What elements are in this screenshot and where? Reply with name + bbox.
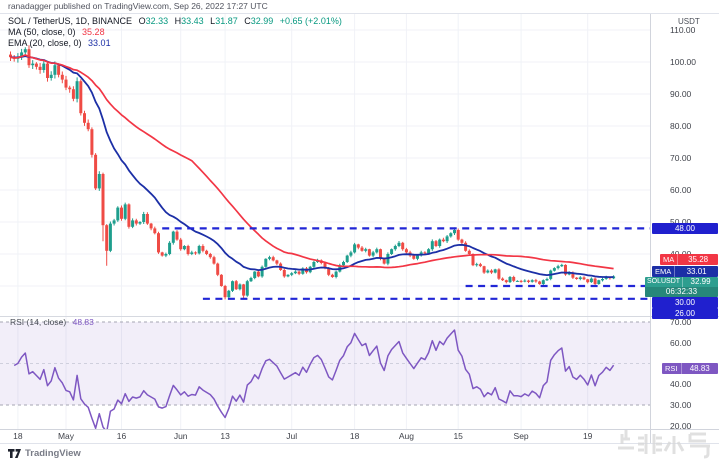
close-key: C bbox=[244, 16, 251, 26]
last-price-badge: SOLUSDT 32.99 06:32:33 bbox=[645, 277, 718, 297]
time-axis-label: 13 bbox=[220, 431, 230, 441]
low-value: 31.87 bbox=[215, 16, 238, 26]
level-26-badge: 26.00 bbox=[652, 308, 718, 319]
ma-value: 35.28 bbox=[82, 27, 105, 37]
time-axis-label: Jul bbox=[286, 431, 298, 441]
tradingview-logo-icon bbox=[8, 449, 21, 458]
ema-axis-badge: EMA 33.01 bbox=[652, 265, 718, 277]
low-key: L bbox=[210, 16, 216, 26]
rsi-axis-badge: RSI 48.83 bbox=[662, 363, 718, 374]
high-value: 33.43 bbox=[181, 16, 204, 26]
ma-axis-badge: MA 35.28 bbox=[660, 254, 718, 265]
pane-divider[interactable] bbox=[0, 316, 719, 317]
open-value: 32.33 bbox=[145, 16, 169, 26]
time-axis-label: 19 bbox=[582, 431, 593, 441]
high-key: H bbox=[174, 16, 182, 26]
rsi-axis-label: 20.00 bbox=[670, 420, 692, 431]
ema-badge-value: 33.01 bbox=[686, 266, 707, 276]
rsi-axis-label: 60.00 bbox=[670, 337, 692, 348]
time-axis-label: 18 bbox=[349, 431, 360, 441]
time-axis-label: 15 bbox=[453, 431, 463, 441]
price-badge-value: 32.99 bbox=[690, 277, 711, 286]
time-axis-label: Sep bbox=[513, 431, 529, 441]
close-value: 32.99 bbox=[250, 16, 274, 26]
chart-legend: SOL / TetherUS, 1D, BINANCE O32.33 H33.4… bbox=[8, 16, 342, 49]
ema-value: 33.01 bbox=[88, 38, 111, 48]
ma-badge-value: 35.28 bbox=[688, 255, 709, 264]
open-key: O bbox=[138, 16, 146, 26]
time-axis-label: May bbox=[57, 431, 75, 441]
level-48-badge: 48.00 bbox=[652, 223, 718, 234]
ma-label: MA (50, close, 0) bbox=[8, 27, 76, 37]
price-axis-label: 50.00 bbox=[670, 217, 692, 227]
rsi-axis-label: 70.00 bbox=[670, 317, 692, 327]
ma-legend-row[interactable]: MA (50, close, 0) 35.28 bbox=[8, 27, 342, 38]
rsi-legend-row[interactable]: RSI (14, close) 48.83 bbox=[10, 317, 94, 327]
rsi-axis-label: 40.00 bbox=[670, 379, 692, 390]
change-value: +0.65 (+2.01%) bbox=[279, 16, 342, 26]
price-axis-label: 60.00 bbox=[670, 185, 692, 195]
time-axis-label: 18 bbox=[13, 431, 23, 441]
feixiaohao-watermark bbox=[618, 430, 710, 459]
rsi-badge-tag: RSI bbox=[662, 363, 682, 374]
price-axis-label: 90.00 bbox=[670, 89, 692, 99]
main-price-pane[interactable] bbox=[0, 14, 650, 316]
rsi-badge-value: 48.83 bbox=[689, 364, 710, 373]
price-axis-label: 80.00 bbox=[670, 121, 692, 131]
symbol-title: SOL / TetherUS, 1D, BINANCE bbox=[8, 16, 133, 26]
time-axis-label: Aug bbox=[398, 431, 414, 441]
price-axis-label: 110.00 bbox=[670, 25, 696, 35]
ema-badge-tag: EMA bbox=[652, 265, 676, 277]
attribution-bar: ranadagger published on TradingView.com,… bbox=[0, 0, 719, 14]
rsi-axis-label: 30.00 bbox=[670, 400, 692, 410]
tradingview-logo-text: TradingView bbox=[25, 448, 81, 459]
ema-label: EMA (20, close, 0) bbox=[8, 38, 82, 48]
time-axis-label: 16 bbox=[116, 431, 127, 441]
time-axis-label: Jun bbox=[173, 431, 188, 441]
ma-badge-tag: MA bbox=[660, 254, 679, 265]
price-axis-label: 70.00 bbox=[670, 153, 692, 163]
bar-countdown: 06:32:33 bbox=[645, 287, 718, 297]
time-axis-border bbox=[0, 429, 719, 430]
tradingview-logo[interactable]: TradingView bbox=[8, 447, 81, 460]
rsi-label: RSI (14, close) bbox=[10, 317, 67, 327]
level-30-badge: 30.00 bbox=[652, 297, 718, 308]
rsi-pane[interactable] bbox=[0, 316, 650, 429]
footer-border bbox=[0, 443, 719, 444]
price-badge-symbol: SOLUSDT bbox=[645, 277, 684, 287]
price-axis-border bbox=[650, 14, 651, 443]
axis-currency-label: USDT bbox=[678, 17, 700, 26]
price-axis-label: 100.00 bbox=[670, 57, 696, 67]
symbol-row[interactable]: SOL / TetherUS, 1D, BINANCE O32.33 H33.4… bbox=[8, 16, 342, 27]
rsi-value: 48.83 bbox=[72, 317, 94, 327]
ema-legend-row[interactable]: EMA (20, close, 0) 33.01 bbox=[8, 38, 342, 49]
